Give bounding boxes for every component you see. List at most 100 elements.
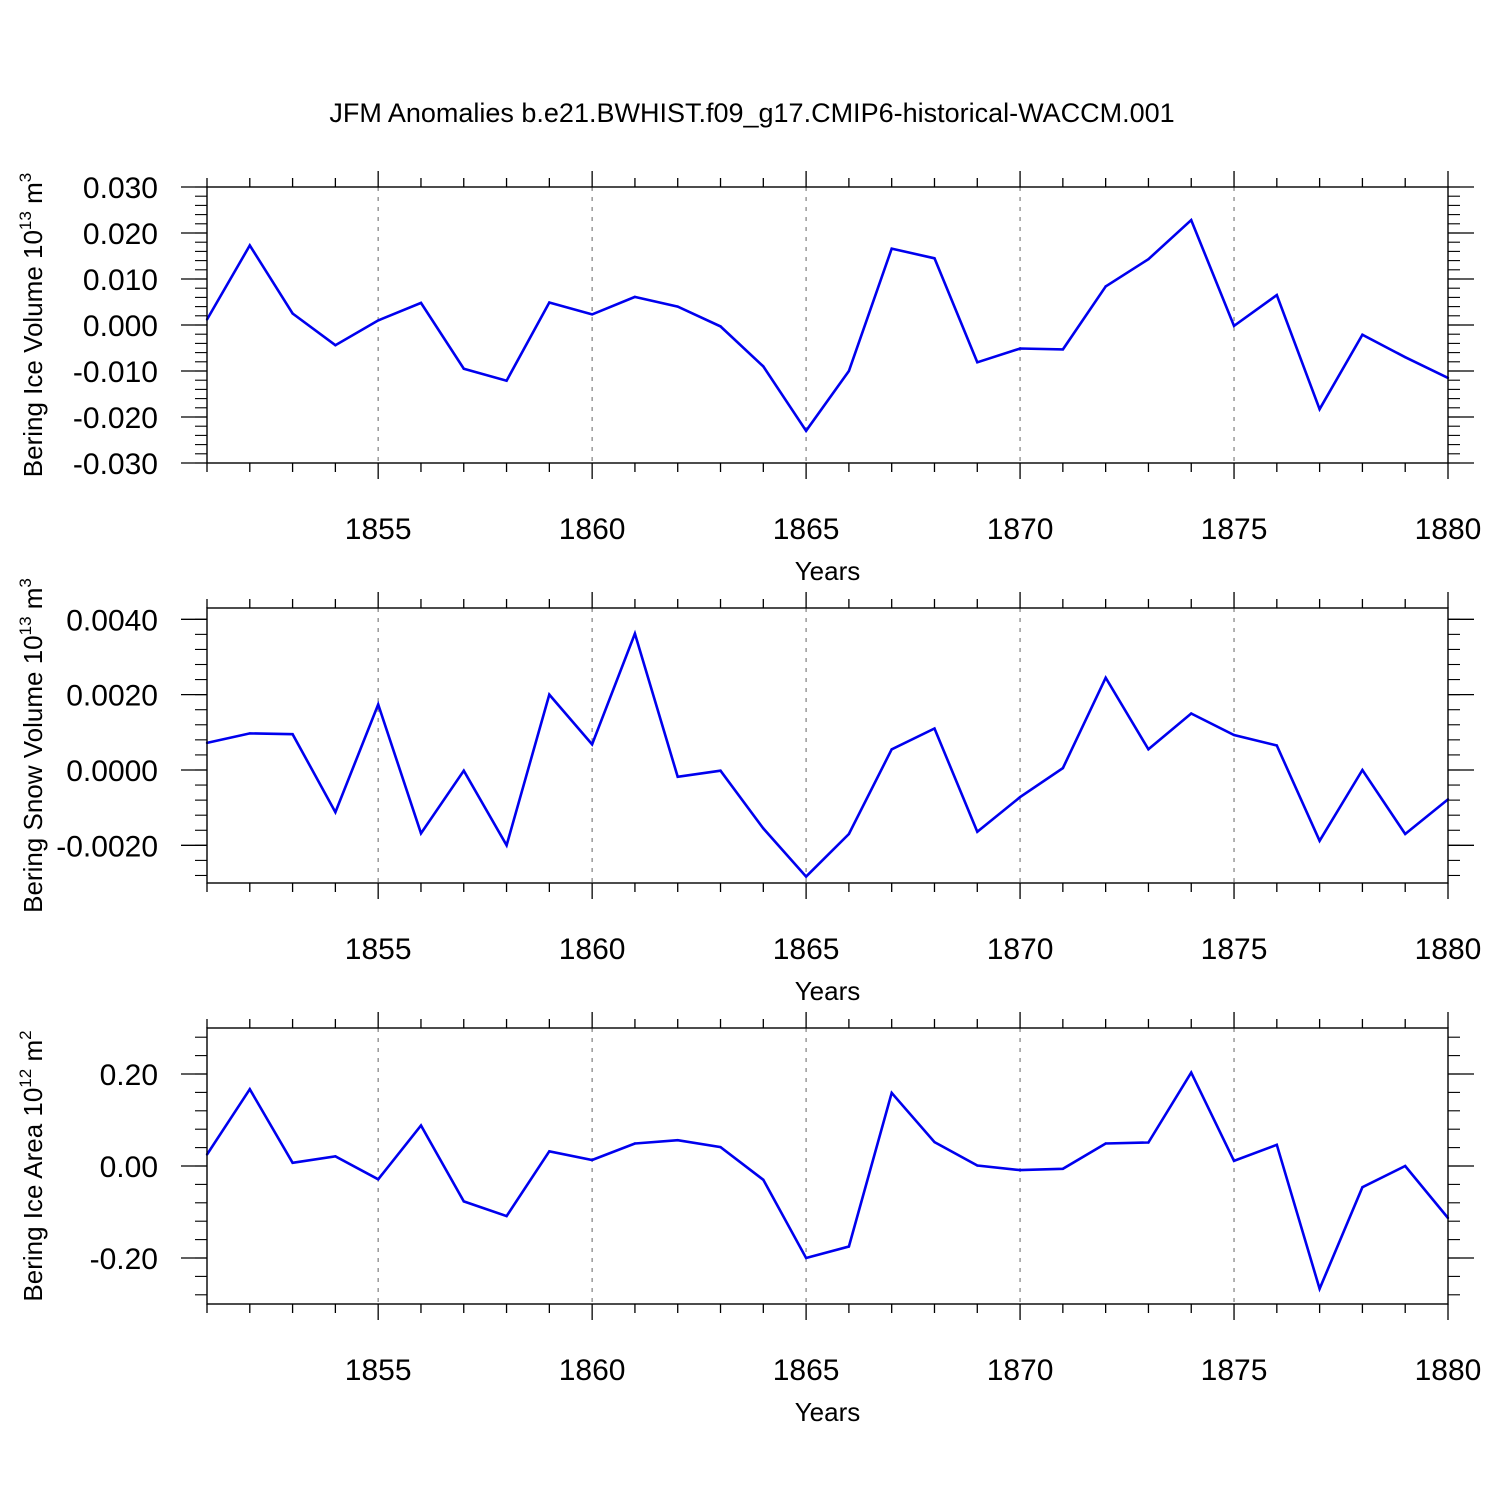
data-point: [462, 769, 465, 772]
data-point: [933, 727, 936, 730]
data-point: [1104, 676, 1107, 679]
x-tick-label: 1855: [345, 933, 412, 966]
data-point: [676, 305, 679, 308]
data-point: [376, 703, 380, 706]
data-point: [1104, 285, 1107, 288]
data-point: [1104, 1142, 1107, 1145]
data-point: [762, 365, 765, 368]
data-point: [1190, 1071, 1193, 1074]
series-line: [205, 1069, 1450, 1293]
x-tick-label: 1880: [1415, 933, 1482, 966]
data-point: [1318, 839, 1321, 843]
data-point: [1361, 768, 1364, 772]
data-point: [548, 1150, 551, 1153]
x-tick-label: 1875: [1201, 1354, 1268, 1387]
data-point: [1147, 1141, 1150, 1144]
data-point: [1147, 748, 1150, 751]
data-point: [334, 810, 337, 814]
y-tick-label: -0.0020: [56, 830, 158, 863]
data-point: [633, 1142, 637, 1145]
x-tick-label: 1880: [1415, 1354, 1482, 1387]
x-tick-label: 1870: [987, 933, 1054, 966]
x-tick-label: 1860: [559, 513, 626, 546]
data-point: [847, 1245, 851, 1248]
data-point: [1275, 1143, 1279, 1147]
panel-3: -0.20 0.00 0.20 1855 1860 1865 1870 1875 1880 Yea…: [16, 1012, 1481, 1427]
data-point: [633, 295, 637, 299]
data-point: [1318, 1287, 1321, 1291]
x-tick-label: 1855: [345, 513, 412, 546]
data-point: [291, 1161, 294, 1164]
data-point: [762, 827, 765, 830]
data-point: [1361, 1185, 1364, 1189]
y-tick-label: 0.20: [100, 1059, 158, 1092]
data-point: [976, 361, 979, 364]
data-point: [1232, 733, 1236, 737]
y-tick-label: 0.000: [83, 310, 158, 343]
data-point: [548, 693, 551, 696]
data-point: [505, 844, 508, 847]
x-tick-label: 1860: [559, 1354, 626, 1387]
data-point: [419, 832, 423, 835]
x-tick-label: 1875: [1201, 933, 1268, 966]
data-point: [1361, 333, 1364, 336]
x-tick-label: 1865: [773, 933, 840, 966]
data-point: [676, 1139, 679, 1142]
data-point: [1275, 293, 1279, 297]
x-tick-label: 1865: [773, 1354, 840, 1387]
data-point: [590, 313, 594, 316]
data-point: [462, 367, 465, 370]
data-point: [419, 1124, 423, 1127]
data-point: [890, 247, 893, 250]
data-point: [291, 312, 294, 315]
data-point: [1232, 324, 1236, 328]
plot-frame: [206, 1027, 1449, 1305]
data-point: [976, 830, 979, 833]
data-point: [633, 632, 637, 635]
data-point: [804, 875, 808, 878]
data-point: [976, 1164, 979, 1167]
x-tick-label: 1855: [345, 1354, 412, 1387]
plot-frame: [206, 186, 1449, 464]
x-axis-label: Years: [795, 1397, 861, 1427]
data-point: [933, 1140, 936, 1144]
y-axis-label: Bering Ice Area 1012 m2: [16, 1030, 48, 1301]
data-point: [334, 1155, 337, 1158]
data-point: [719, 769, 722, 772]
data-point: [1061, 348, 1065, 351]
data-point: [505, 379, 508, 382]
y-tick-label: 0.010: [83, 264, 158, 297]
x-tick-label: 1875: [1201, 513, 1268, 546]
y-axis-label: Bering Snow Volume 1013 m3: [16, 578, 48, 913]
y-tick-label: 0.020: [83, 218, 158, 251]
y-tick-label: 0.00: [100, 1151, 158, 1184]
panel-1: -0.030 -0.020 -0.010 0.000 0.010 0.020 0.030 18…: [16, 171, 1481, 586]
series-line: [205, 217, 1449, 434]
data-point: [248, 244, 251, 247]
data-point: [1318, 407, 1321, 411]
data-point: [847, 832, 851, 836]
panels: -0.030 -0.020 -0.010 0.000 0.010 0.020 0.030 18…: [16, 171, 1481, 1427]
data-point: [1190, 712, 1193, 715]
data-point: [248, 732, 251, 735]
x-axis-label: Years: [795, 976, 861, 1006]
data-point: [376, 319, 380, 322]
data-point: [462, 1200, 465, 1203]
data-point: [933, 257, 936, 260]
y-tick-label: -0.010: [73, 356, 158, 389]
data-point: [590, 1158, 594, 1162]
data-point: [590, 743, 594, 746]
y-tick-label: 0.030: [83, 172, 158, 205]
data-point: [1404, 356, 1407, 359]
data-point: [676, 775, 679, 778]
x-tick-label: 1870: [987, 513, 1054, 546]
data-point: [1018, 347, 1022, 350]
data-point: [1404, 832, 1407, 836]
plot-frame: [206, 607, 1449, 884]
chart-title: JFM Anomalies b.e21.BWHIST.f09_g17.CMIP6…: [329, 98, 1174, 128]
y-tick-label: 0.0020: [66, 680, 158, 713]
data-point: [804, 1256, 808, 1260]
data-point: [890, 748, 893, 751]
data-point: [804, 429, 808, 432]
